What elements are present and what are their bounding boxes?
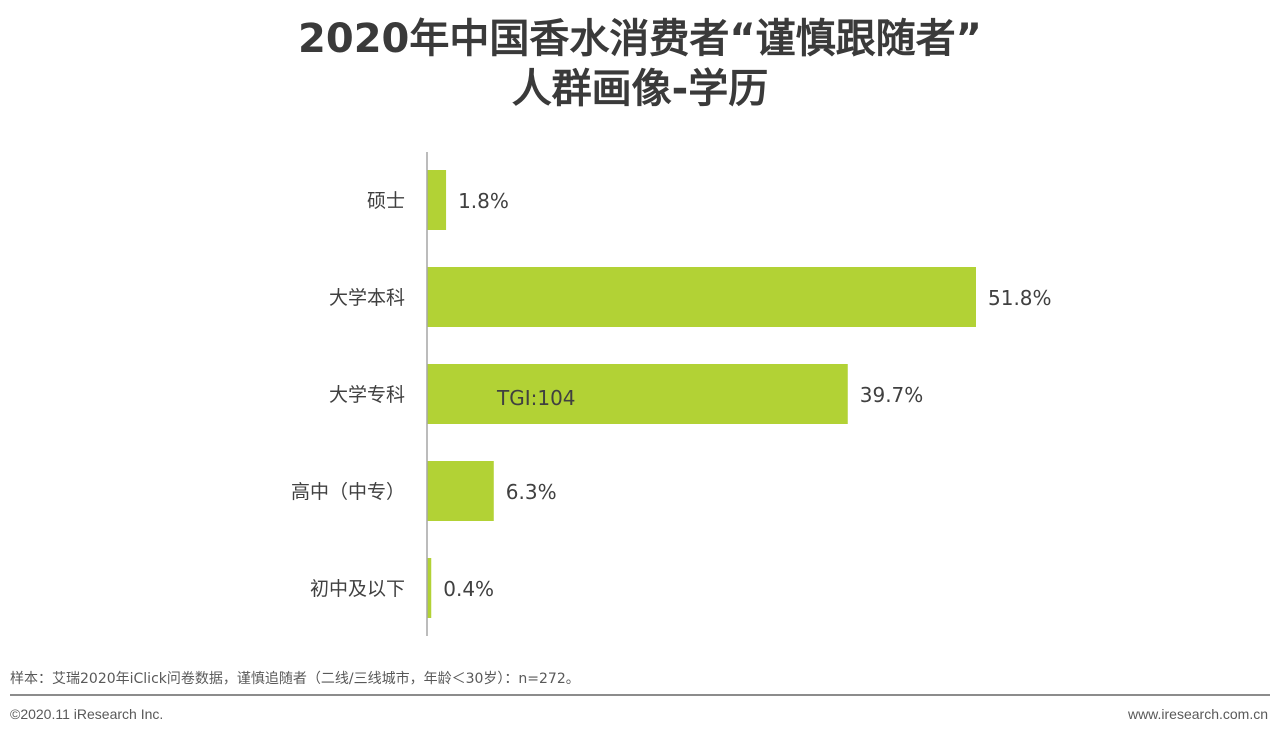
value-label: 39.7% bbox=[860, 383, 924, 407]
title-line-1: 2020年中国香水消费者“谨慎跟随者” bbox=[298, 16, 982, 62]
chart-title: 2020年中国香水消费者“谨慎跟随者” 人群画像-学历 bbox=[0, 14, 1280, 114]
category-label: 初中及以下 bbox=[310, 578, 405, 600]
bar-0 bbox=[427, 170, 447, 230]
value-label: 6.3% bbox=[506, 480, 557, 504]
bar-2 bbox=[427, 364, 848, 424]
website: www.iresearch.com.cn bbox=[1127, 706, 1268, 722]
footer-divider bbox=[10, 694, 1270, 696]
bar-3 bbox=[427, 461, 494, 521]
category-label: 高中（中专） bbox=[291, 481, 405, 503]
category-label: 硕士 bbox=[367, 190, 405, 212]
sample-note: 样本：艾瑞2020年iClick问卷数据，谨慎追随者（二线/三线城市，年龄＜30… bbox=[10, 671, 580, 687]
value-label: 1.8% bbox=[458, 189, 509, 213]
value-label: 0.4% bbox=[443, 577, 494, 601]
tgi-annotation: TGI:104 bbox=[496, 386, 576, 410]
title-line-2: 人群画像-学历 bbox=[511, 66, 769, 112]
bar-1 bbox=[427, 267, 976, 327]
copyright: ©2020.11 iResearch Inc. bbox=[10, 706, 164, 722]
category-label: 大学本科 bbox=[329, 287, 405, 309]
bar-4 bbox=[427, 558, 432, 618]
category-label: 大学专科 bbox=[329, 384, 405, 406]
bar-chart: 硕士 1.8% 大学本科 51.8% 大学专科 39.7% 高中（中专） 6.3% 初中及以下 0… bbox=[291, 152, 1052, 636]
value-label: 51.8% bbox=[988, 286, 1052, 310]
